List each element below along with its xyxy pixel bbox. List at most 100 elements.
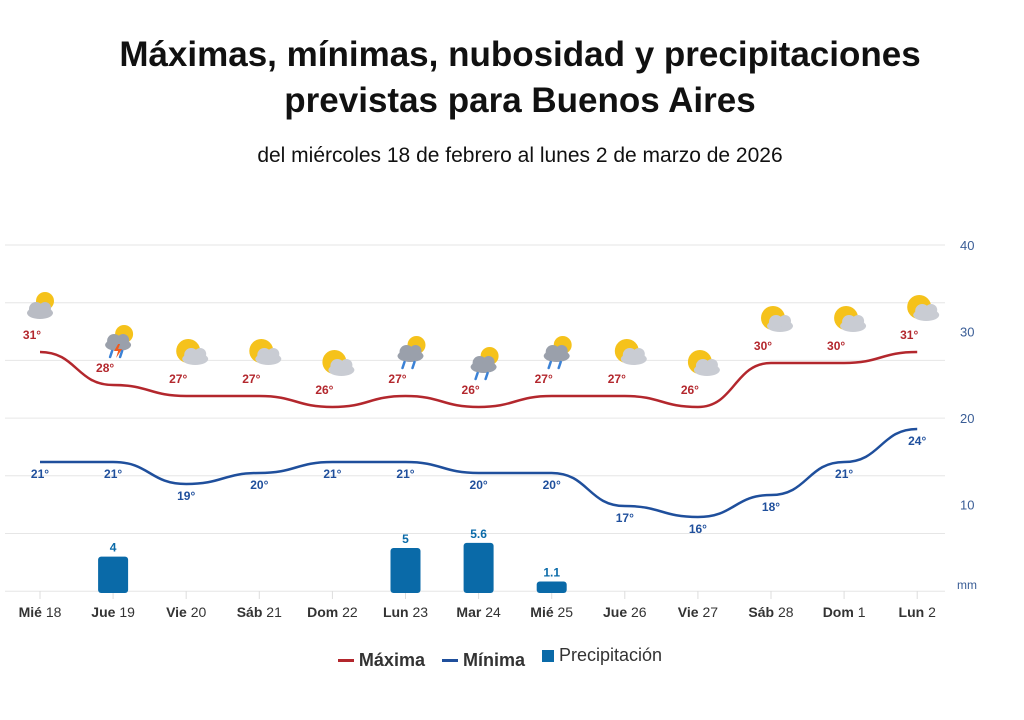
precip-label: 4	[110, 541, 117, 555]
mostly-sunny-icon	[834, 306, 867, 332]
x-day-name: Dom	[823, 604, 858, 620]
precip-label: 5	[402, 532, 409, 546]
x-day-number: 22	[342, 604, 358, 620]
x-day-name: Lun	[899, 604, 929, 620]
rain-icon	[397, 336, 426, 370]
cloud-part	[842, 315, 857, 329]
legend-label-min: Mínima	[462, 649, 525, 670]
precip-label: 1.1	[543, 566, 560, 580]
min-temp-label: 24°	[908, 434, 926, 448]
cloud-part	[555, 345, 568, 357]
mostly-sunny-icon	[249, 339, 282, 365]
min-temp-label: 20°	[543, 478, 561, 492]
x-tick-label: Dom 1	[823, 604, 866, 620]
cloud-part	[545, 345, 560, 359]
rain-icon	[543, 336, 572, 370]
cloud-part	[622, 348, 637, 362]
cloud-part	[117, 334, 130, 346]
min-temp-label: 20°	[250, 478, 268, 492]
raindrop	[108, 349, 114, 359]
max-temp-label: 26°	[315, 383, 333, 397]
max-temp-label: 31°	[23, 328, 41, 342]
cloud-part	[409, 345, 422, 357]
raindrop	[411, 360, 416, 370]
x-day-number: 25	[558, 604, 574, 620]
max-temp-label: 26°	[681, 383, 699, 397]
y-tick-label: 10	[960, 498, 974, 513]
x-day-number: 24	[485, 604, 501, 620]
mostly-sunny-icon	[614, 339, 647, 365]
x-tick-label: Mar 24	[456, 604, 501, 620]
x-tick-label: Sáb 21	[237, 604, 282, 620]
x-tick-label: Sáb 28	[748, 604, 793, 620]
x-tick-label: Vie 20	[166, 604, 206, 620]
min-temp-label: 17°	[616, 511, 634, 525]
chart-title-line-1: Máximas, mínimas, nubosidad y precipitac…	[119, 35, 921, 74]
x-day-number: 26	[631, 604, 647, 620]
cloud-part	[472, 356, 487, 370]
chart-subtitle: del miércoles 18 de febrero al lunes 2 d…	[257, 144, 783, 167]
raindrop	[547, 360, 552, 370]
min-temp-label: 21°	[323, 467, 341, 481]
cloud-part	[194, 348, 207, 360]
max-temp-label: 31°	[900, 328, 918, 342]
partly-cloudy-icon	[27, 292, 54, 319]
max-temp-label: 30°	[827, 339, 845, 353]
min-temp-label: 21°	[31, 467, 49, 481]
max-temp-label: 27°	[169, 372, 187, 386]
legend-item-precip[interactable]: Precipitación	[542, 645, 662, 666]
cloud-part	[29, 302, 43, 316]
x-day-name: Jue	[603, 604, 631, 620]
cloud-part	[852, 315, 865, 327]
min-temp-label: 21°	[835, 467, 853, 481]
cloud-part	[184, 348, 199, 362]
min-temp-label: 18°	[762, 500, 780, 514]
legend-item-max[interactable]: Máxima	[337, 649, 425, 671]
mostly-sunny-icon	[322, 350, 355, 376]
x-day-number: 1	[858, 604, 866, 620]
raindrop	[557, 360, 562, 370]
x-day-name: Vie	[678, 604, 703, 620]
x-day-number: 21	[266, 604, 282, 620]
precip-bar	[463, 542, 494, 593]
x-day-name: Mar	[456, 604, 485, 620]
min-temp-label: 20°	[470, 478, 488, 492]
x-day-number: 18	[46, 604, 62, 620]
x-day-name: Lun	[383, 604, 413, 620]
y-tick-label: 20	[960, 411, 974, 426]
legend-label-max: Máxima	[358, 649, 425, 670]
x-tick-label: Dom 22	[307, 604, 358, 620]
x-day-name: Sáb	[748, 604, 778, 620]
cloud-part	[39, 302, 51, 314]
raindrop	[474, 371, 479, 381]
x-day-number: 28	[778, 604, 794, 620]
min-temp-label: 16°	[689, 522, 707, 536]
cloud-part	[257, 348, 272, 362]
cloud-part	[482, 356, 495, 368]
thunderstorm-icon	[105, 325, 134, 359]
legend-label-precip: Precipitación	[559, 645, 663, 665]
max-temp-label: 30°	[754, 339, 772, 353]
precip-label: 5.6	[470, 527, 487, 541]
max-temp-label: 27°	[388, 372, 406, 386]
max-temp-label: 27°	[242, 372, 260, 386]
x-tick-label: Jue 26	[603, 604, 647, 620]
lightning	[114, 344, 123, 358]
x-tick-label: Lun 23	[383, 604, 428, 620]
cloud-part	[695, 359, 710, 373]
x-day-number: 2	[928, 604, 936, 620]
x-day-number: 19	[119, 604, 135, 620]
rain-icon	[470, 347, 499, 381]
y-tick-label: 30	[960, 325, 974, 340]
max-temp-label: 26°	[462, 383, 480, 397]
x-day-number: 27	[702, 604, 718, 620]
x-tick-label: Lun 2	[899, 604, 937, 620]
legend-swatch-precip	[542, 649, 555, 662]
legend-item-min[interactable]: Mínima	[441, 649, 525, 671]
min-temp-label: 19°	[177, 489, 195, 503]
min-temp-label: 21°	[396, 467, 414, 481]
y-unit-label: mm	[957, 578, 977, 592]
cloud-part	[779, 315, 791, 327]
x-day-name: Mié	[19, 604, 46, 620]
